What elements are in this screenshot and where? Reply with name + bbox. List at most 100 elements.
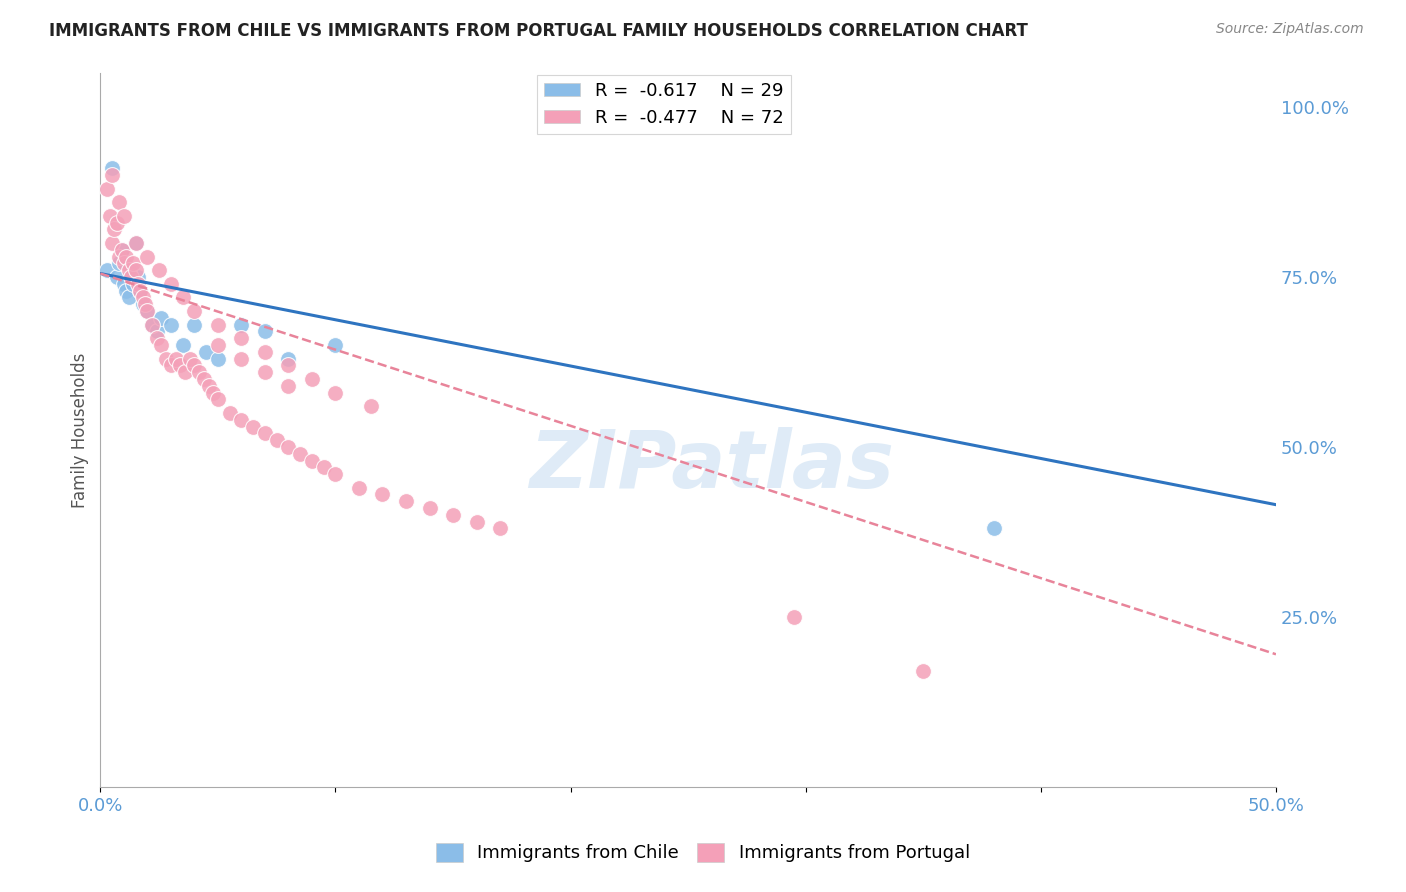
Point	[172, 290, 194, 304]
Point	[112, 209, 135, 223]
Point	[141, 318, 163, 332]
Point	[131, 290, 153, 304]
Point	[253, 365, 276, 379]
Point	[124, 263, 146, 277]
Point	[127, 277, 149, 291]
Point	[108, 250, 131, 264]
Point	[129, 284, 152, 298]
Point	[207, 318, 229, 332]
Point	[112, 256, 135, 270]
Point	[179, 351, 201, 366]
Point	[108, 256, 131, 270]
Point	[108, 195, 131, 210]
Point	[160, 318, 183, 332]
Point	[218, 406, 240, 420]
Point	[98, 209, 121, 223]
Point	[110, 243, 132, 257]
Point	[127, 269, 149, 284]
Point	[277, 440, 299, 454]
Point	[96, 181, 118, 195]
Text: ZIPatlas: ZIPatlas	[529, 426, 894, 505]
Point	[301, 372, 323, 386]
Point	[231, 351, 253, 366]
Point	[277, 351, 299, 366]
Point	[169, 359, 191, 373]
Point	[124, 235, 146, 250]
Point	[266, 433, 288, 447]
Point	[134, 297, 156, 311]
Point	[231, 331, 253, 345]
Point	[150, 338, 173, 352]
Point	[983, 521, 1005, 535]
Point	[120, 269, 142, 284]
Point	[277, 378, 299, 392]
Point	[124, 235, 146, 250]
Y-axis label: Family Households: Family Households	[72, 352, 89, 508]
Point	[202, 385, 225, 400]
Point	[253, 344, 276, 359]
Point	[783, 610, 806, 624]
Point	[231, 318, 253, 332]
Point	[325, 338, 347, 352]
Point	[207, 351, 229, 366]
Point	[115, 284, 138, 298]
Point	[347, 481, 370, 495]
Point	[195, 344, 218, 359]
Point	[150, 310, 173, 325]
Point	[912, 665, 935, 679]
Point	[183, 318, 205, 332]
Point	[207, 338, 229, 352]
Point	[129, 284, 152, 298]
Point	[120, 263, 142, 277]
Point	[105, 215, 128, 229]
Point	[441, 508, 464, 522]
Point	[160, 277, 183, 291]
Point	[231, 413, 253, 427]
Text: IMMIGRANTS FROM CHILE VS IMMIGRANTS FROM PORTUGAL FAMILY HOUSEHOLDS CORRELATION : IMMIGRANTS FROM CHILE VS IMMIGRANTS FROM…	[49, 22, 1028, 40]
Point	[160, 359, 183, 373]
Point	[115, 250, 138, 264]
Point	[301, 453, 323, 467]
Point	[136, 304, 159, 318]
Point	[325, 385, 347, 400]
Point	[395, 494, 418, 508]
Point	[146, 324, 169, 338]
Point	[136, 304, 159, 318]
Point	[183, 304, 205, 318]
Point	[418, 501, 440, 516]
Point	[253, 426, 276, 441]
Point	[146, 331, 169, 345]
Point	[360, 399, 382, 413]
Point	[96, 263, 118, 277]
Point	[290, 447, 312, 461]
Point	[148, 263, 170, 277]
Legend: R =  -0.617    N = 29, R =  -0.477    N = 72: R = -0.617 N = 29, R = -0.477 N = 72	[537, 75, 790, 135]
Point	[131, 297, 153, 311]
Point	[101, 235, 124, 250]
Point	[117, 290, 139, 304]
Point	[183, 359, 205, 373]
Point	[197, 378, 219, 392]
Point	[172, 338, 194, 352]
Point	[103, 222, 125, 236]
Point	[110, 243, 132, 257]
Point	[105, 269, 128, 284]
Point	[207, 392, 229, 407]
Point	[117, 263, 139, 277]
Point	[165, 351, 187, 366]
Point	[122, 256, 145, 270]
Point	[242, 419, 264, 434]
Point	[136, 250, 159, 264]
Point	[193, 372, 215, 386]
Legend: Immigrants from Chile, Immigrants from Portugal: Immigrants from Chile, Immigrants from P…	[429, 836, 977, 870]
Point	[312, 460, 335, 475]
Point	[141, 318, 163, 332]
Point	[371, 487, 394, 501]
Point	[101, 161, 124, 176]
Point	[277, 359, 299, 373]
Point	[253, 324, 276, 338]
Point	[465, 515, 488, 529]
Point	[101, 168, 124, 182]
Point	[174, 365, 197, 379]
Text: Source: ZipAtlas.com: Source: ZipAtlas.com	[1216, 22, 1364, 37]
